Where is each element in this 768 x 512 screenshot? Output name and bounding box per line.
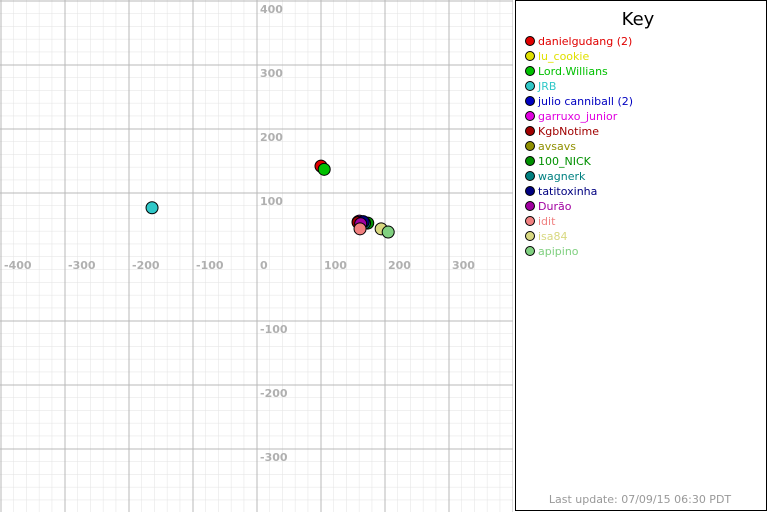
key-panel xyxy=(515,0,767,511)
player-marker xyxy=(353,222,367,236)
legend-marker xyxy=(525,201,535,211)
player-marker xyxy=(145,201,159,215)
legend-label: Durão xyxy=(538,200,572,213)
plot-area: -400-300-200-1000100200300400-400-300-20… xyxy=(0,0,513,512)
player-marker xyxy=(381,225,395,239)
legend-marker xyxy=(525,51,535,61)
legend-marker xyxy=(525,231,535,241)
y-tick-label: -100 xyxy=(260,323,288,336)
x-tick-label: -300 xyxy=(68,259,96,272)
legend-label: isa84 xyxy=(538,230,568,243)
legend-label: danielgudang (2) xyxy=(538,35,632,48)
legend-label: avsavs xyxy=(538,140,576,153)
legend-label: julio canniball (2) xyxy=(537,95,633,108)
legend-marker xyxy=(525,111,535,121)
legend-label: KgbNotime xyxy=(538,125,599,138)
legend-marker xyxy=(525,156,535,166)
legend-marker xyxy=(525,126,535,136)
x-tick-label: 300 xyxy=(452,259,475,272)
x-tick-label: -200 xyxy=(132,259,160,272)
legend-label: garruxo_junior xyxy=(538,110,618,123)
x-tick-label: 200 xyxy=(388,259,411,272)
x-tick-label: 100 xyxy=(324,259,347,272)
last-update: Last update: 07/09/15 06:30 PDT xyxy=(549,493,732,506)
y-tick-label: 200 xyxy=(260,131,283,144)
legend-label: idit xyxy=(538,215,556,228)
legend-marker xyxy=(525,36,535,46)
legend-label: tatitoxinha xyxy=(538,185,597,198)
legend-marker xyxy=(525,66,535,76)
legend-marker xyxy=(525,141,535,151)
y-tick-label: 300 xyxy=(260,67,283,80)
x-tick-label: -400 xyxy=(4,259,32,272)
y-tick-label: 400 xyxy=(260,3,283,16)
legend-label: lu_cookie xyxy=(538,50,589,63)
y-tick-label: 100 xyxy=(260,195,283,208)
legend-marker xyxy=(525,216,535,226)
legend-marker xyxy=(525,246,535,256)
legend-label: apipino xyxy=(538,245,579,258)
legend-label: Lord.Willians xyxy=(538,65,608,78)
y-tick-label: -200 xyxy=(260,387,288,400)
y-tick-label: -300 xyxy=(260,451,288,464)
legend-marker xyxy=(525,81,535,91)
legend-label: 100_NICK xyxy=(538,155,592,168)
x-tick-label: -100 xyxy=(196,259,224,272)
legend-marker xyxy=(525,186,535,196)
legend-label: wagnerk xyxy=(538,170,586,183)
x-tick-label: 0 xyxy=(260,259,268,272)
legend-label: JRB xyxy=(537,80,556,93)
key-title: Key xyxy=(622,9,655,30)
legend-marker xyxy=(525,96,535,106)
legend-marker xyxy=(525,171,535,181)
player-marker xyxy=(317,162,331,176)
